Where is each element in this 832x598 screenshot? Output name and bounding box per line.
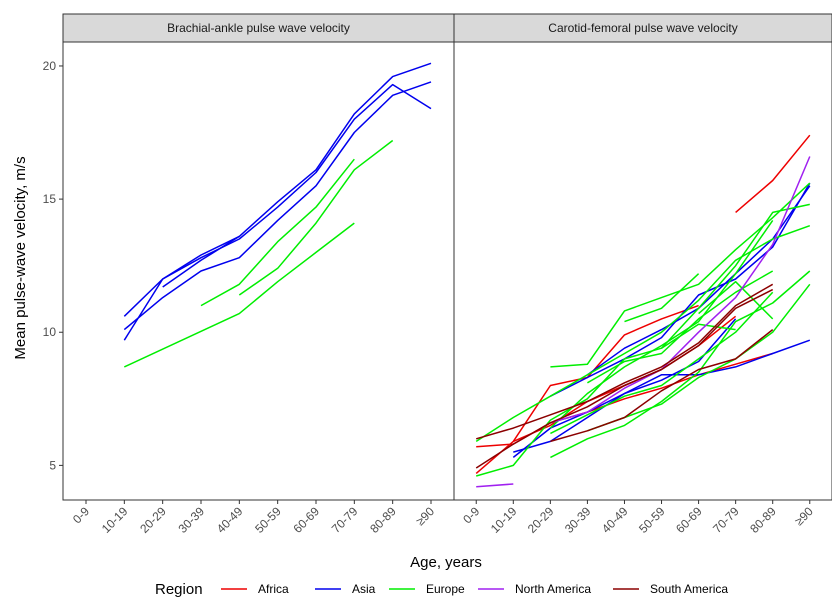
x-tick-label: 70-79 [710,504,742,536]
series-line-africa-3 [735,134,811,213]
legend-label-north-america: North America [515,582,591,596]
legend-label-europe: Europe [426,582,465,596]
x-tick-label: 60-69 [673,504,705,536]
x-tick-label: 50-59 [636,504,668,536]
series-line-asia-1 [123,62,432,317]
series-line-south-america-23 [475,288,774,469]
series-line-europe-11 [550,270,811,459]
x-tick-label: 0-9 [460,504,482,526]
series-line-europe-15 [549,219,774,429]
x-tick-label: 20-29 [525,504,557,536]
series-line-europe-19 [550,291,774,435]
x-tick-label: 30-39 [562,504,594,536]
x-tick-label: 10-19 [488,504,520,536]
chart-panels: Brachial-ankle pulse wave velocity 0-9 10-… [43,13,832,536]
facet-title: Brachial-ankle pulse wave velocity [167,21,350,35]
legend: Region Africa Asia Europe North America Sout… [155,581,728,598]
x-tick-label: 50-59 [252,504,284,536]
series-line-europe-9 [475,203,810,477]
series-line-north-america-20 [476,483,514,488]
y-tick-label: 20 [43,59,57,73]
x-tick-label: 40-49 [599,504,631,536]
series-line-north-america-21 [550,156,811,424]
series-line-south-america-24 [550,329,774,443]
series-line-asia-3 [123,81,432,331]
x-tick-label: 70-79 [329,504,361,536]
series-line-europe-17 [661,323,736,349]
series-line-south-america-22 [475,283,774,440]
legend-label-asia: Asia [352,582,376,596]
x-tick-label: 40-49 [214,504,246,536]
x-tick-label: 80-89 [747,504,779,536]
series-line-asia-5 [513,339,811,453]
legend-title: Region [155,581,203,598]
x-tick-label: ≥90 [792,504,816,528]
x-tick-label: ≥90 [413,504,437,528]
x-tick-label: 60-69 [291,504,323,536]
series-line-europe-14 [624,273,700,323]
panel-1: Brachial-ankle pulse wave velocity 0-9 10-… [43,13,455,536]
y-tick-label: 15 [43,192,57,206]
series-line-europe-7 [238,139,394,296]
x-tick-label: 30-39 [176,504,208,536]
x-tick-label: 80-89 [367,504,399,536]
y-tick-label: 5 [49,458,56,472]
facet-strip [453,13,832,43]
x-axis-title: Age, years [410,554,482,571]
panel-2: Carotid-femoral pulse wave velocity 0-9 10… [453,13,832,536]
x-tick-label: 0-9 [70,504,92,526]
facet-strip [62,13,455,43]
facet-title: Carotid-femoral pulse wave velocity [548,21,737,35]
series-line-europe-10 [475,224,811,443]
panel-border [453,41,832,501]
series-line-asia-4 [162,235,240,288]
x-tick-label: 10-19 [99,504,131,536]
y-axis-title: Mean pulse-wave velocity, m/s [12,156,29,359]
legend-label-south-america: South America [650,582,728,596]
series-line-europe-5 [123,222,355,368]
series-line-europe-6 [200,158,355,307]
legend-label-africa: Africa [258,582,289,596]
y-tick-label: 10 [43,325,57,339]
x-tick-label: 20-29 [137,504,169,536]
series-line-asia-2 [123,83,432,341]
panel-border [62,41,455,501]
